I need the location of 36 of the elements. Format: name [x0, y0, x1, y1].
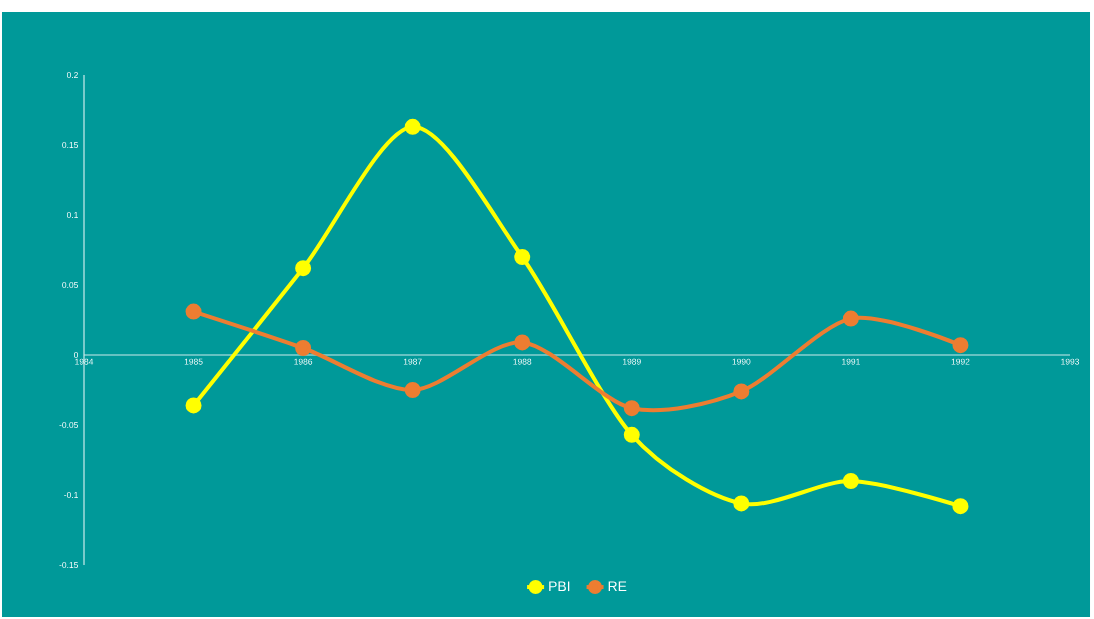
x-tick-label: 1988 [513, 358, 532, 365]
point [514, 334, 531, 351]
y-tick-label: -0.1 [64, 492, 78, 498]
y-tick-label: -0.05 [59, 422, 79, 428]
x-tick-label: 1989 [623, 358, 641, 365]
y-tick-label: 0.15 [62, 142, 79, 148]
y-tick-label: 0.05 [62, 282, 79, 288]
x-tick-label: 1987 [403, 358, 422, 365]
legend-label: RE [608, 581, 627, 592]
point [185, 303, 202, 320]
point [952, 337, 969, 354]
point [514, 249, 531, 265]
point [842, 473, 859, 489]
point [952, 498, 969, 515]
x-tick-label: 1990 [732, 358, 751, 365]
point [404, 118, 421, 135]
point [404, 382, 421, 398]
x-tick-label: 1993 [1061, 358, 1080, 365]
x-tick-label: 1986 [294, 358, 313, 365]
point [733, 495, 750, 512]
x-tick-label: 1985 [184, 358, 203, 365]
point [842, 310, 859, 327]
x-tick-label: 1991 [842, 358, 860, 365]
y-tick-label: 0.2 [66, 72, 78, 78]
x-tick-label: 1992 [951, 358, 970, 365]
point [185, 397, 202, 414]
y-tick-label: 0 [73, 352, 79, 358]
y-tick-label: -0.15 [59, 562, 79, 568]
point [733, 383, 750, 400]
legend-label: PBI [549, 581, 570, 592]
point [623, 426, 640, 443]
point [295, 260, 312, 277]
y-tick-label: 0.1 [66, 212, 78, 218]
point [623, 400, 640, 417]
point [295, 340, 312, 356]
x-tick-label: 1984 [75, 358, 94, 365]
